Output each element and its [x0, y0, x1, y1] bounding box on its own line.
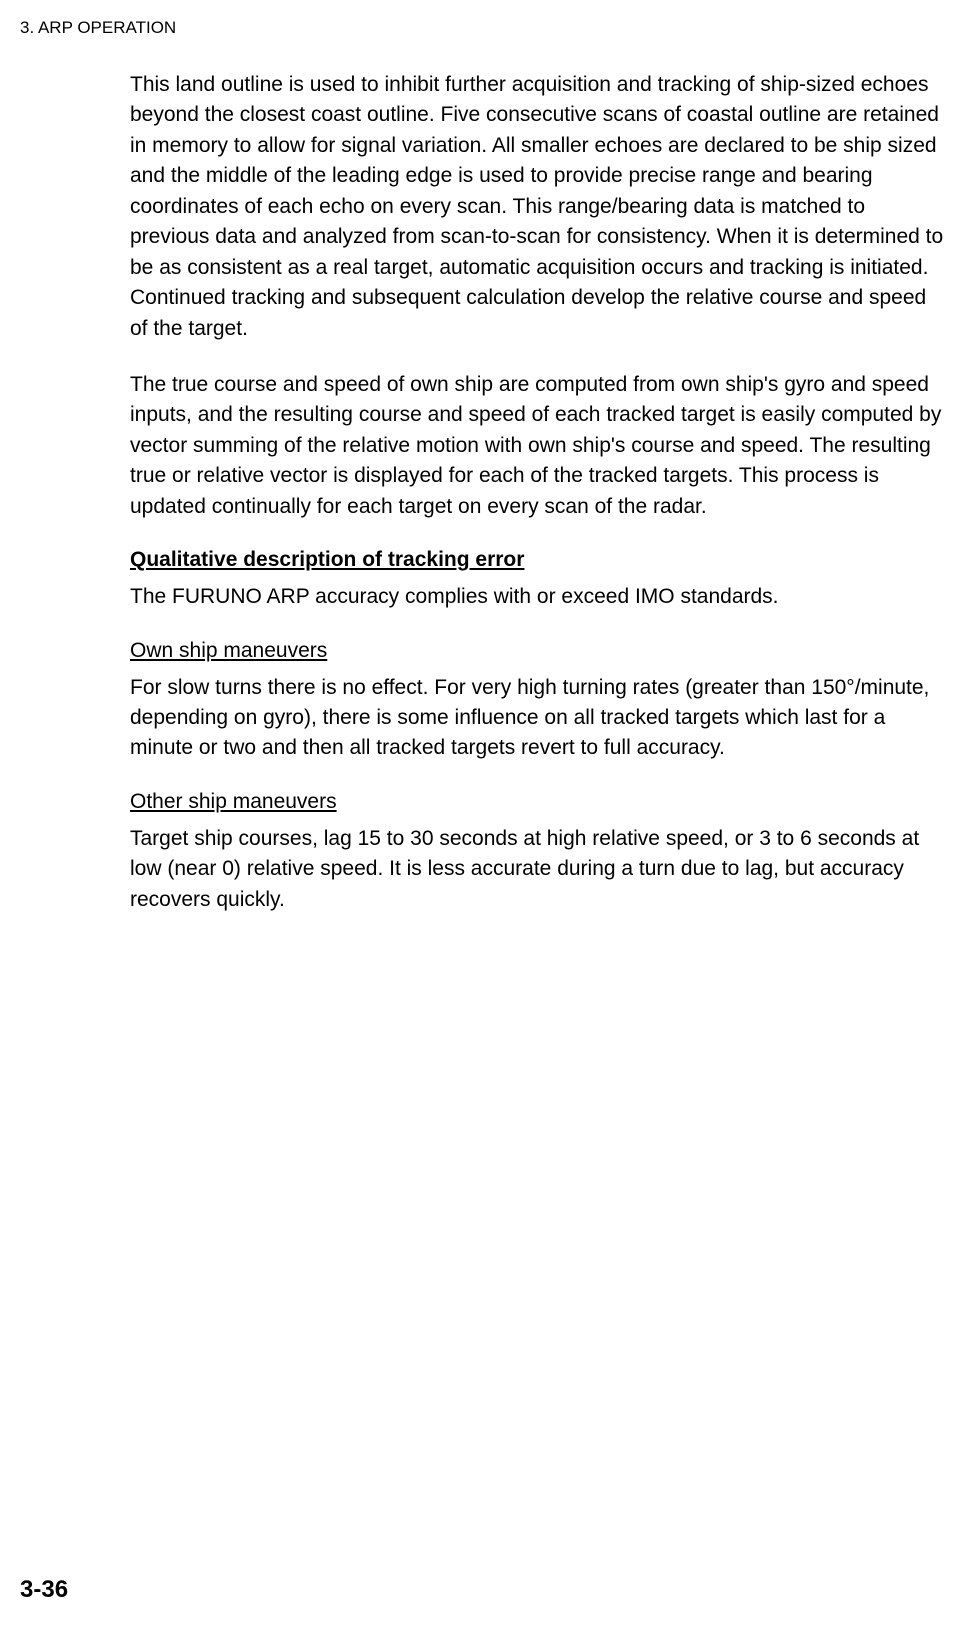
qualitative-title: Qualitative description of tracking erro… [130, 548, 948, 572]
body-paragraph-2: The true course and speed of own ship ar… [130, 370, 948, 522]
section-title: 3. ARP OPERATION [20, 18, 176, 37]
main-content: This land outline is used to inhibit fur… [0, 38, 978, 915]
other-ship-text: Target ship courses, lag 15 to 30 second… [130, 824, 948, 915]
other-ship-title: Other ship maneuvers [130, 790, 948, 814]
qualitative-text: The FURUNO ARP accuracy complies with or… [130, 582, 948, 612]
page-header: 3. ARP OPERATION [0, 0, 978, 38]
body-paragraph-1: This land outline is used to inhibit fur… [130, 70, 948, 344]
page-number: 3-36 [20, 1576, 68, 1604]
own-ship-text: For slow turns there is no effect. For v… [130, 673, 948, 764]
own-ship-title: Own ship maneuvers [130, 639, 948, 663]
